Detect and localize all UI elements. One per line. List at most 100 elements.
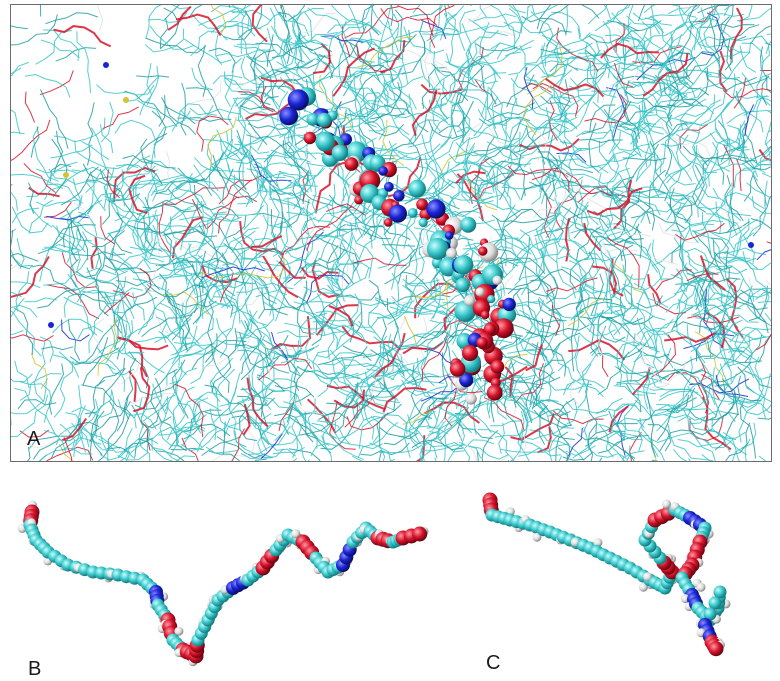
bond-stick xyxy=(254,458,267,461)
bond-stick xyxy=(671,219,724,233)
bond-stick xyxy=(694,192,751,217)
bond-stick xyxy=(545,30,572,48)
bond-stick xyxy=(455,170,486,184)
bond-stick xyxy=(11,67,22,75)
atom-sphere xyxy=(303,131,317,145)
bond-stick xyxy=(361,5,375,32)
bond-stick xyxy=(692,145,719,199)
bond-stick xyxy=(486,69,497,111)
bond-stick xyxy=(344,375,395,407)
bond-stick xyxy=(388,368,421,378)
bond-stick xyxy=(328,304,354,327)
bond-stick xyxy=(146,63,153,105)
bond-stick xyxy=(350,309,399,328)
bond-stick xyxy=(764,138,771,146)
bond-stick xyxy=(441,352,448,395)
bond-stick xyxy=(312,53,319,86)
bond-stick xyxy=(650,6,692,17)
headgroup-atom xyxy=(748,242,754,248)
bond-stick xyxy=(117,399,157,430)
bond-stick xyxy=(271,331,289,361)
bond-stick xyxy=(192,274,207,325)
bond-stick xyxy=(132,207,156,257)
bond-stick xyxy=(225,138,234,171)
bond-stick xyxy=(620,253,662,281)
bond-stick xyxy=(104,292,122,334)
bond-stick xyxy=(240,56,265,86)
bond-stick xyxy=(317,209,369,223)
bond-stick xyxy=(81,384,135,419)
bond-stick xyxy=(667,99,722,138)
bond-stick xyxy=(602,287,633,319)
bond-stick xyxy=(667,101,715,117)
bond-stick xyxy=(379,48,391,90)
bond-stick xyxy=(747,289,771,298)
bond-stick xyxy=(488,87,508,148)
bond-stick xyxy=(429,126,445,190)
bond-stick xyxy=(361,27,399,44)
bond-stick xyxy=(297,295,318,333)
bond-stick xyxy=(50,421,100,459)
bond-stick xyxy=(236,331,275,352)
bond-stick xyxy=(756,249,771,261)
bond-stick xyxy=(241,107,282,136)
atom-sphere xyxy=(478,246,488,256)
bond-stick xyxy=(98,438,136,460)
bond-stick xyxy=(616,341,645,387)
bond-stick xyxy=(423,329,446,366)
bond-stick xyxy=(423,401,480,424)
bond-stick xyxy=(671,306,694,332)
bond-stick xyxy=(744,104,755,137)
atom-sphere xyxy=(408,179,426,198)
bond-stick xyxy=(183,38,232,64)
bond-stick xyxy=(545,77,605,98)
bond-stick xyxy=(421,88,441,109)
bond-stick xyxy=(141,395,163,419)
bond-stick xyxy=(468,260,508,276)
bond-stick xyxy=(263,141,290,163)
bond-stick xyxy=(253,49,276,81)
atom-chain xyxy=(482,492,731,657)
bond-stick xyxy=(490,42,532,51)
bond-stick xyxy=(551,32,591,52)
bond-stick xyxy=(278,261,306,279)
bond-stick xyxy=(282,420,307,461)
bond-stick xyxy=(667,17,698,51)
bond-stick xyxy=(622,157,667,162)
bond-stick xyxy=(736,158,742,192)
bond-stick xyxy=(622,80,630,122)
bond-stick xyxy=(76,199,103,253)
bond-stick xyxy=(326,245,339,275)
bond-stick xyxy=(638,104,650,168)
bond-stick xyxy=(433,25,487,36)
bond-stick xyxy=(721,5,734,65)
bond-stick xyxy=(540,282,586,300)
bond-stick xyxy=(209,343,232,393)
bond-stick xyxy=(538,296,576,319)
bond-stick xyxy=(236,129,259,192)
bond-stick xyxy=(644,17,682,54)
bond-stick xyxy=(562,179,622,201)
bond-stick xyxy=(572,167,630,185)
bond-stick xyxy=(108,232,133,254)
bond-stick xyxy=(114,165,156,196)
bond-stick xyxy=(134,324,185,343)
bond-stick xyxy=(333,261,345,302)
bond-stick xyxy=(233,174,251,202)
bond-stick xyxy=(500,448,545,453)
bond-stick xyxy=(190,80,222,104)
bond-stick xyxy=(70,258,79,288)
bond-stick xyxy=(603,109,632,126)
bond-stick xyxy=(447,179,494,204)
bond-stick xyxy=(93,276,109,317)
bond-stick xyxy=(695,350,737,387)
bond-stick xyxy=(497,393,546,420)
bond-stick xyxy=(85,367,126,415)
bond-stick xyxy=(11,304,38,318)
bond-stick xyxy=(510,359,528,422)
bond-stick xyxy=(703,327,766,341)
bond-stick xyxy=(112,251,151,292)
bond-stick xyxy=(251,5,268,43)
bond-stick xyxy=(673,321,716,330)
bond-stick xyxy=(58,351,80,378)
